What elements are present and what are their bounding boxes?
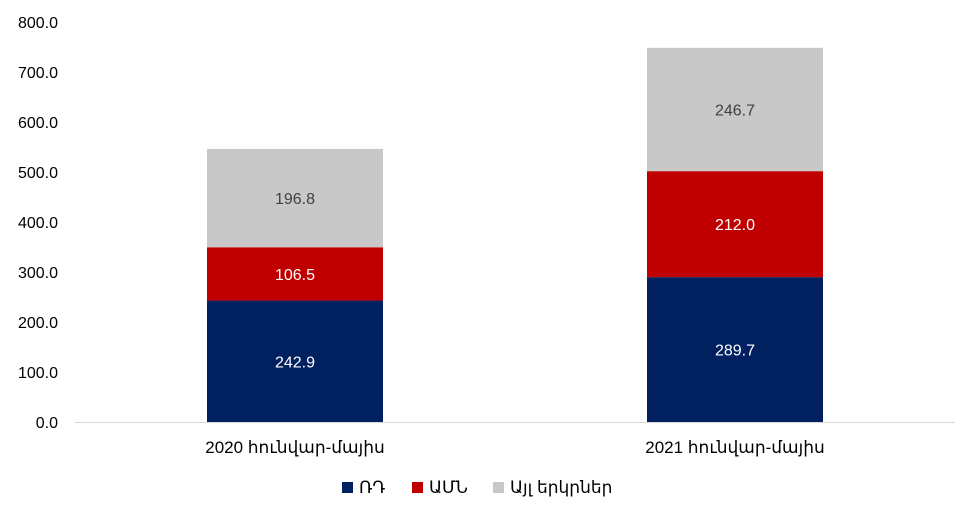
y-tick-label: 700.0 bbox=[18, 65, 58, 82]
x-tick-label: 2021 հունվար-մայիս bbox=[645, 438, 825, 457]
data-label: 212.0 bbox=[715, 217, 755, 234]
data-label: 246.7 bbox=[715, 102, 755, 119]
bar-segment bbox=[647, 171, 823, 278]
legend-swatch bbox=[493, 482, 504, 493]
data-label: 106.5 bbox=[275, 267, 315, 284]
legend-label: ԱՄՆ bbox=[429, 478, 468, 497]
data-label: 289.7 bbox=[715, 343, 755, 360]
legend-swatch bbox=[412, 482, 423, 493]
y-tick-label: 800.0 bbox=[18, 15, 58, 32]
y-tick-label: 200.0 bbox=[18, 315, 58, 332]
y-tick-label: 500.0 bbox=[18, 165, 58, 182]
y-tick-label: 100.0 bbox=[18, 365, 58, 382]
legend-label: Այլ երկրներ bbox=[510, 478, 612, 497]
legend-label: ՌԴ bbox=[359, 478, 385, 497]
bars: 242.9 106.5 196.8 289.7 212.0 246.7 bbox=[207, 47, 823, 422]
x-tick-label: 2020 հունվար-մայիս bbox=[205, 438, 385, 457]
data-label: 242.9 bbox=[275, 354, 315, 371]
data-label: 196.8 bbox=[275, 191, 315, 208]
legend: ՌԴ ԱՄՆ Այլ երկրներ bbox=[342, 478, 612, 497]
bar-segment bbox=[207, 148, 383, 248]
bar-segment bbox=[207, 247, 383, 301]
y-axis: 0.0 100.0 200.0 300.0 400.0 500.0 600.0 700.0 80… bbox=[18, 15, 58, 432]
legend-swatch bbox=[342, 482, 353, 493]
bar-segment bbox=[647, 47, 823, 172]
y-tick-label: 300.0 bbox=[18, 265, 58, 282]
y-tick-label: 0.0 bbox=[36, 415, 58, 432]
y-tick-label: 400.0 bbox=[18, 215, 58, 232]
bar-segment bbox=[647, 277, 823, 422]
bar-segment bbox=[207, 300, 383, 422]
x-axis: 2020 հունվար-մայիս 2021 հունվար-մայիս bbox=[205, 438, 825, 457]
y-tick-label: 600.0 bbox=[18, 115, 58, 132]
